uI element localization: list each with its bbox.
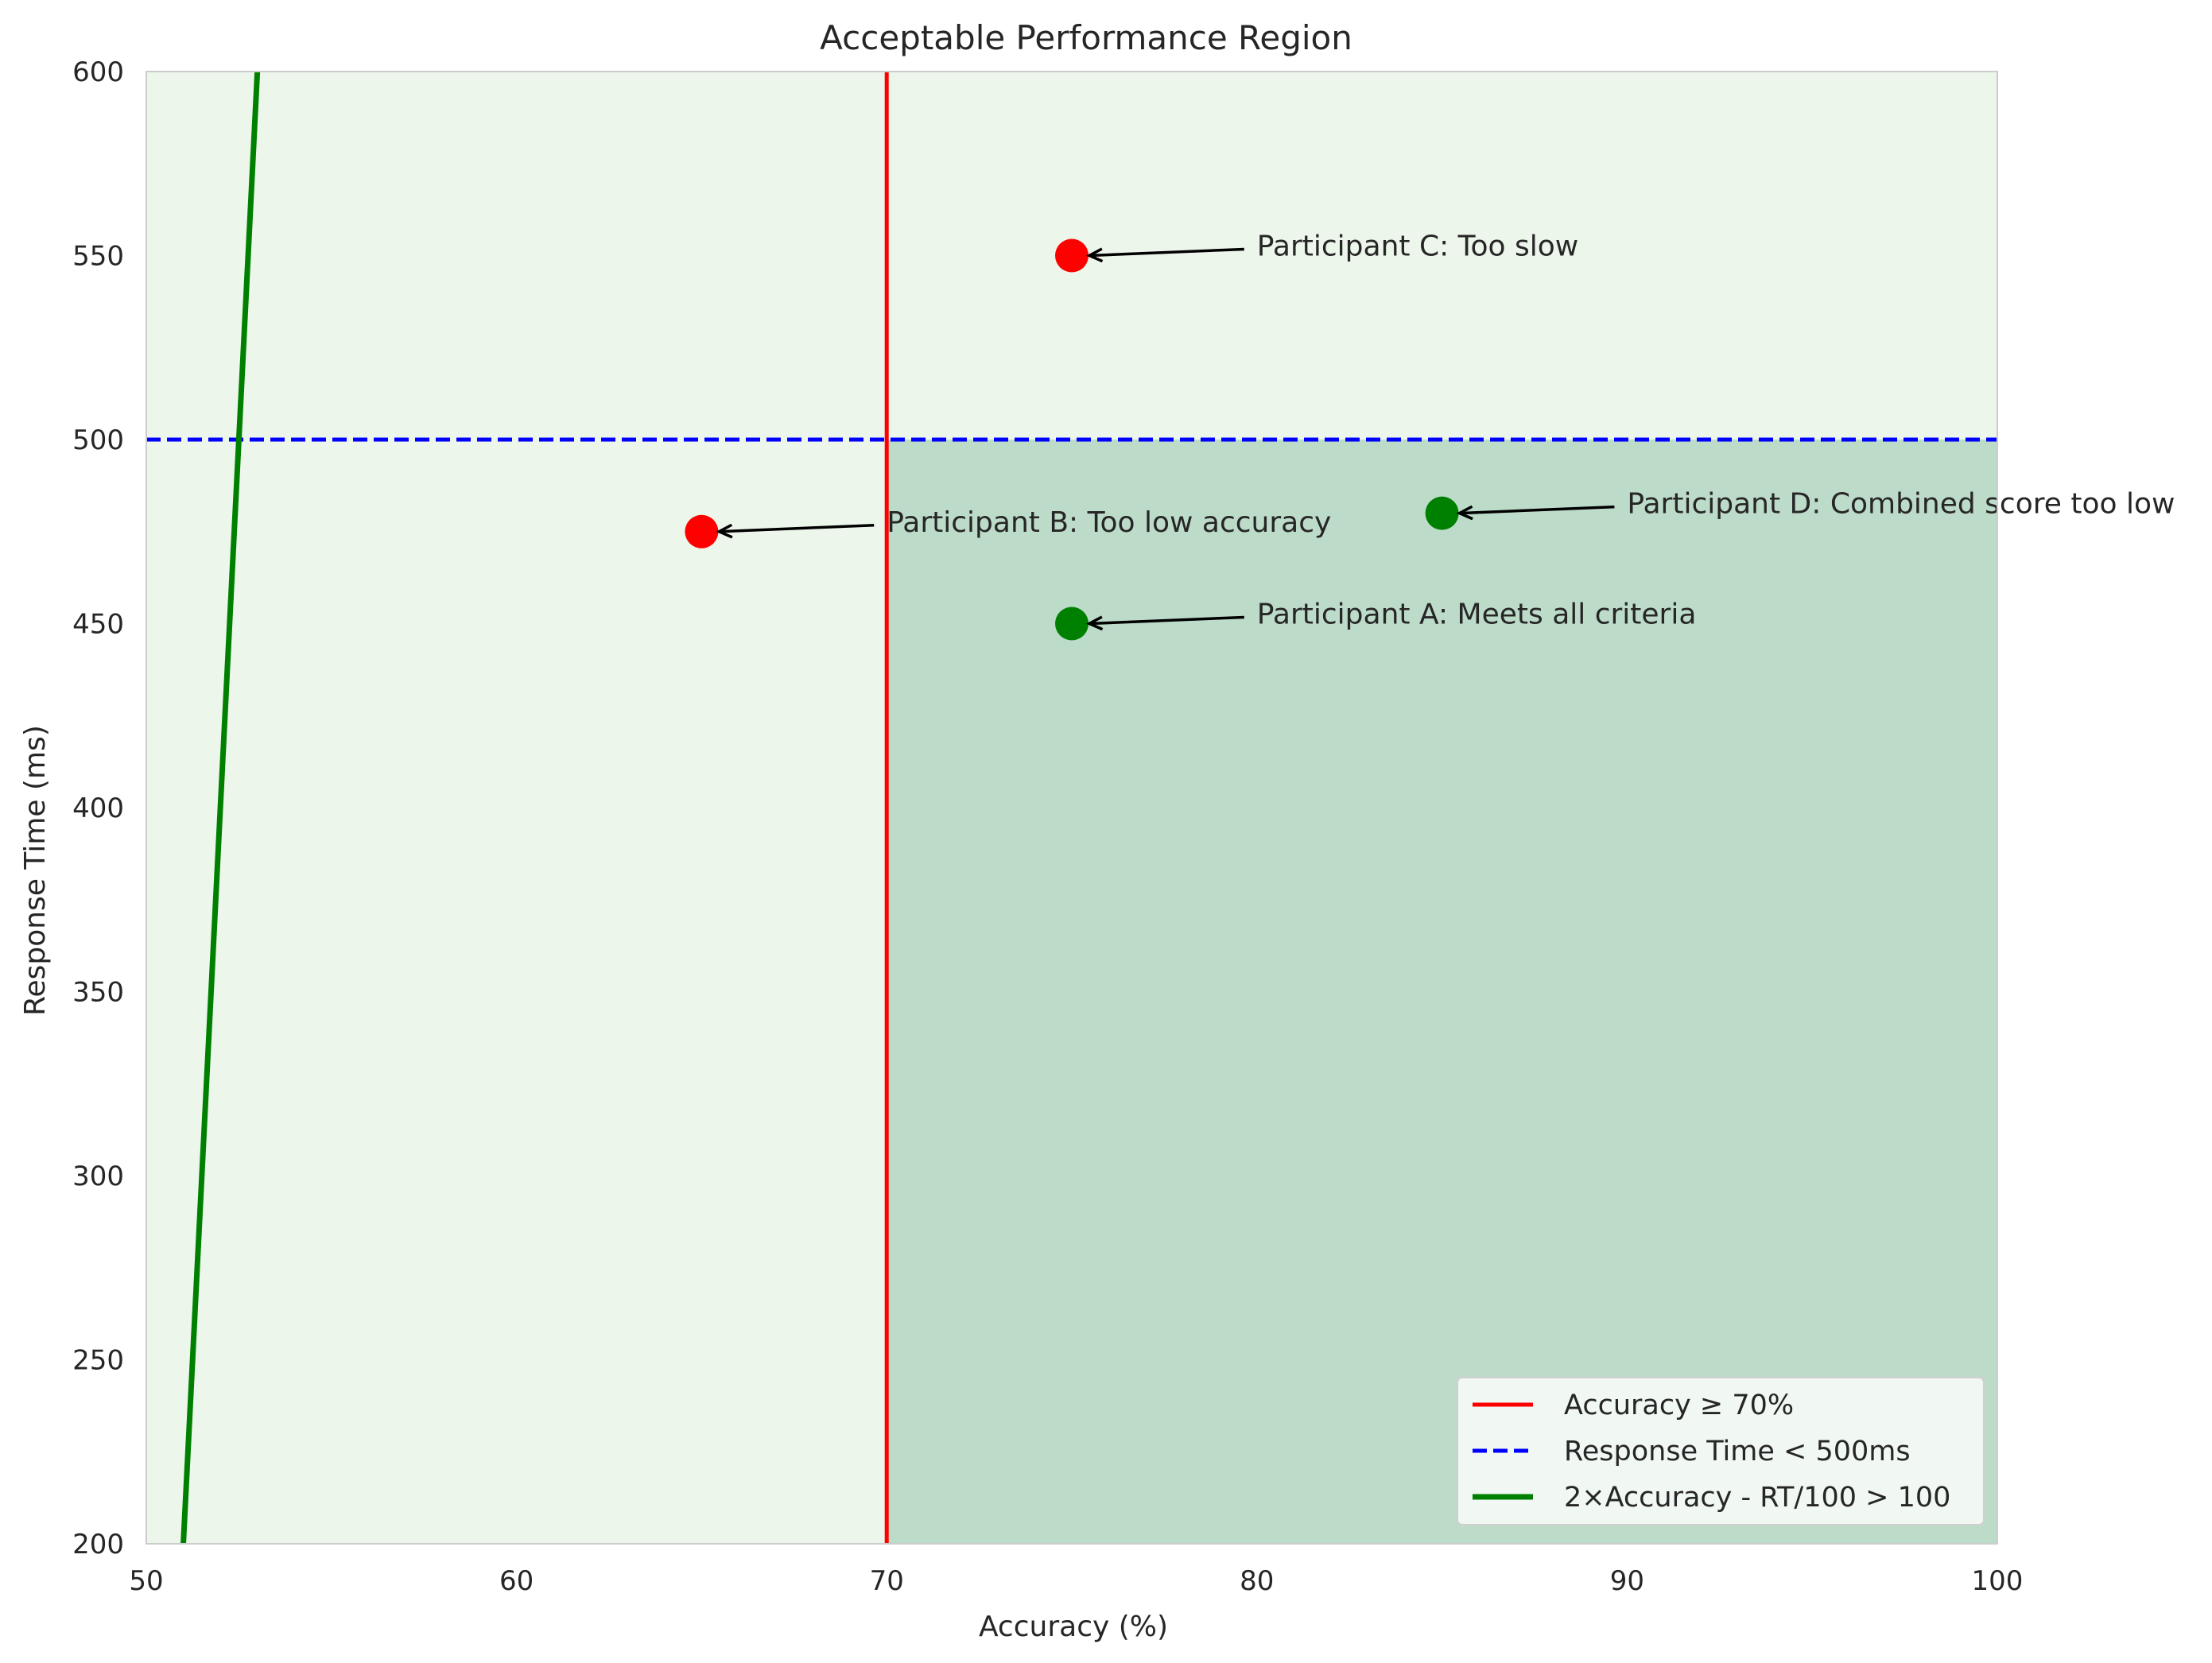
y-tick-label: 600 bbox=[72, 56, 124, 88]
arrow-head-c bbox=[1085, 247, 1104, 263]
y-tick-label: 550 bbox=[72, 241, 124, 273]
plot-area: Participant A: Meets all criteria Partici… bbox=[146, 71, 2175, 1545]
x-tick-label: 90 bbox=[1610, 1565, 1644, 1597]
participant-d: Participant D: Combined score too low bbox=[1425, 488, 2175, 530]
annotation-arrow-d bbox=[1459, 505, 1615, 515]
x-tick-label: 50 bbox=[129, 1565, 163, 1597]
x-tick-label: 80 bbox=[1240, 1565, 1274, 1597]
annotation-arrow-a bbox=[1089, 615, 1244, 626]
annotation-label-b: Participant B: Too low accuracy bbox=[887, 506, 1331, 539]
combined-score-line bbox=[180, 71, 261, 1545]
arrow-head-a bbox=[1085, 615, 1104, 631]
point-participant-c bbox=[1055, 238, 1089, 273]
annotation-label-c: Participant C: Too slow bbox=[1257, 231, 1578, 263]
annotation-arrow-b bbox=[719, 524, 875, 533]
legend-label-combined: 2×Accuracy - RT/100 > 100 bbox=[1564, 1482, 1950, 1514]
point-participant-a bbox=[1055, 607, 1089, 641]
y-tick-label: 350 bbox=[72, 977, 124, 1009]
legend-box bbox=[1457, 1377, 1985, 1525]
arrow-head-b bbox=[716, 523, 733, 539]
participant-b: Participant B: Too low accuracy bbox=[685, 506, 1331, 549]
participant-a: Participant A: Meets all criteria bbox=[1055, 599, 1696, 641]
y-tick-label: 250 bbox=[72, 1345, 124, 1377]
y-tick-label: 500 bbox=[72, 424, 124, 456]
y-axis-ticks: 200 250 300 350 400 450 500 550 600 bbox=[72, 56, 124, 1560]
x-axis-label: Accuracy (%) bbox=[979, 1611, 1168, 1643]
arrow-head-d bbox=[1456, 505, 1473, 521]
y-tick-label: 450 bbox=[72, 609, 124, 641]
x-tick-label: 100 bbox=[1972, 1565, 2024, 1597]
annotation-label-a: Participant A: Meets all criteria bbox=[1257, 599, 1697, 631]
participant-c: Participant C: Too slow bbox=[1055, 231, 1578, 273]
y-tick-label: 400 bbox=[72, 793, 124, 824]
point-participant-b bbox=[685, 514, 719, 549]
points-layer: Participant A: Meets all criteria Partici… bbox=[685, 231, 2175, 641]
y-tick-label: 200 bbox=[72, 1529, 124, 1560]
legend-label-response-time: Response Time < 500ms bbox=[1564, 1436, 1911, 1467]
plot-frame bbox=[146, 71, 1998, 1545]
legend: Accuracy ≥ 70% Response Time < 500ms 2×A… bbox=[1457, 1377, 1985, 1525]
x-tick-label: 60 bbox=[499, 1565, 534, 1597]
annotation-arrow-c bbox=[1089, 247, 1244, 258]
y-axis-label: Response Time (ms) bbox=[19, 725, 52, 1016]
annotation-label-d: Participant D: Combined score too low bbox=[1627, 488, 2175, 521]
y-tick-label: 300 bbox=[72, 1161, 124, 1192]
x-tick-label: 70 bbox=[870, 1565, 904, 1597]
point-participant-d bbox=[1425, 496, 1459, 530]
legend-label-accuracy: Accuracy ≥ 70% bbox=[1564, 1390, 1794, 1421]
x-axis-ticks: 50 60 70 80 90 100 bbox=[129, 1565, 2023, 1597]
chart-title: Acceptable Performance Region bbox=[820, 18, 1352, 57]
